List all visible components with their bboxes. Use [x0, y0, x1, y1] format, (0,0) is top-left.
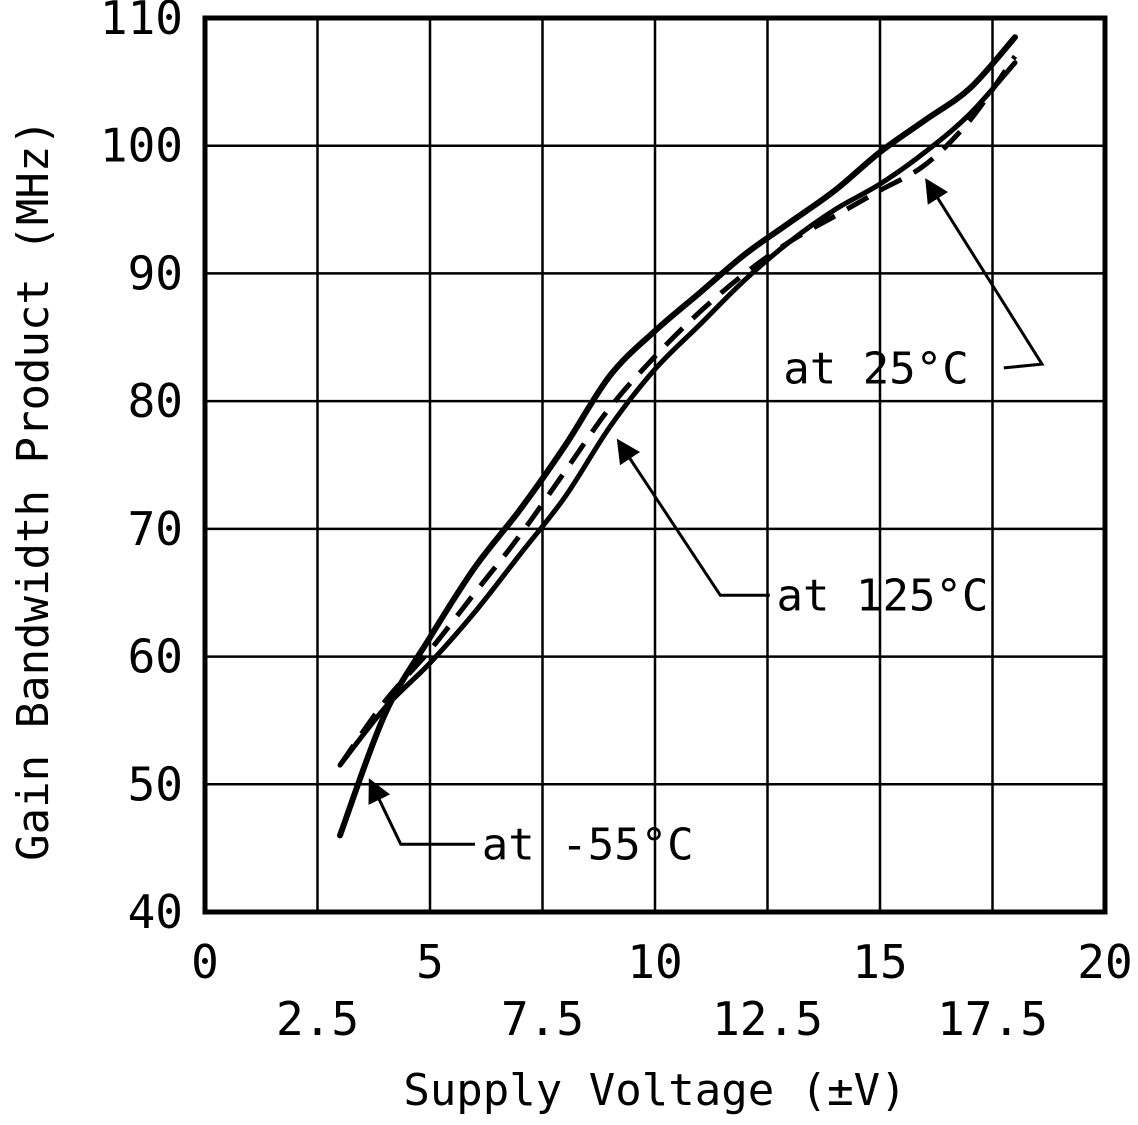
x-tick-label: 5: [416, 935, 444, 989]
grid-layer: [205, 18, 1105, 912]
x-tick-label-minor: 12.5: [712, 992, 823, 1046]
y-tick-label: 70: [128, 502, 183, 556]
x-tick-label: 0: [191, 935, 219, 989]
x-tick-label: 15: [852, 935, 907, 989]
y-tick-label: 110: [100, 0, 183, 45]
series-line-at-55-c: [337, 34, 1018, 839]
x-tick-label-minor: 17.5: [937, 992, 1048, 1046]
y-tick-label: 80: [128, 374, 183, 428]
annotation-label: at 25°C: [783, 343, 968, 394]
x-axis-title: Supply Voltage (±V): [403, 1065, 906, 1116]
x-tick-label-minor: 7.5: [501, 992, 584, 1046]
y-tick-label: 90: [128, 246, 183, 300]
annotation-layer: at 25°C at 125°C at -55°C: [368, 178, 1045, 871]
series-layer: [337, 34, 1018, 839]
x-tick-label: 20: [1077, 935, 1132, 989]
x-tick-label-minor: 2.5: [276, 992, 359, 1046]
y-tick-label: 40: [128, 885, 183, 939]
plot-frame: [202, 15, 1108, 915]
annotation-arrow: [616, 438, 770, 597]
series-line-at-125-c: [337, 60, 1018, 768]
annotation-arrow: [368, 778, 475, 846]
y-tick-label: 60: [128, 630, 183, 684]
x-tick-label: 10: [627, 935, 682, 989]
y-tick-label: 100: [100, 119, 183, 173]
annotation-label: at -55°C: [482, 820, 694, 871]
y-tick-label: 50: [128, 757, 183, 811]
y-axis-title: Gain Bandwidth Product (MHz): [8, 119, 59, 861]
series-line-at-25-c: [337, 54, 1018, 767]
annotation-arrow: [925, 178, 1045, 370]
tick-layer: 40 50 60 70 80 90 100 110 0 5 10 15 20 2.5 7.5 12.5 17.5: [100, 0, 1133, 1046]
annotation-label: at 125°C: [777, 571, 989, 622]
